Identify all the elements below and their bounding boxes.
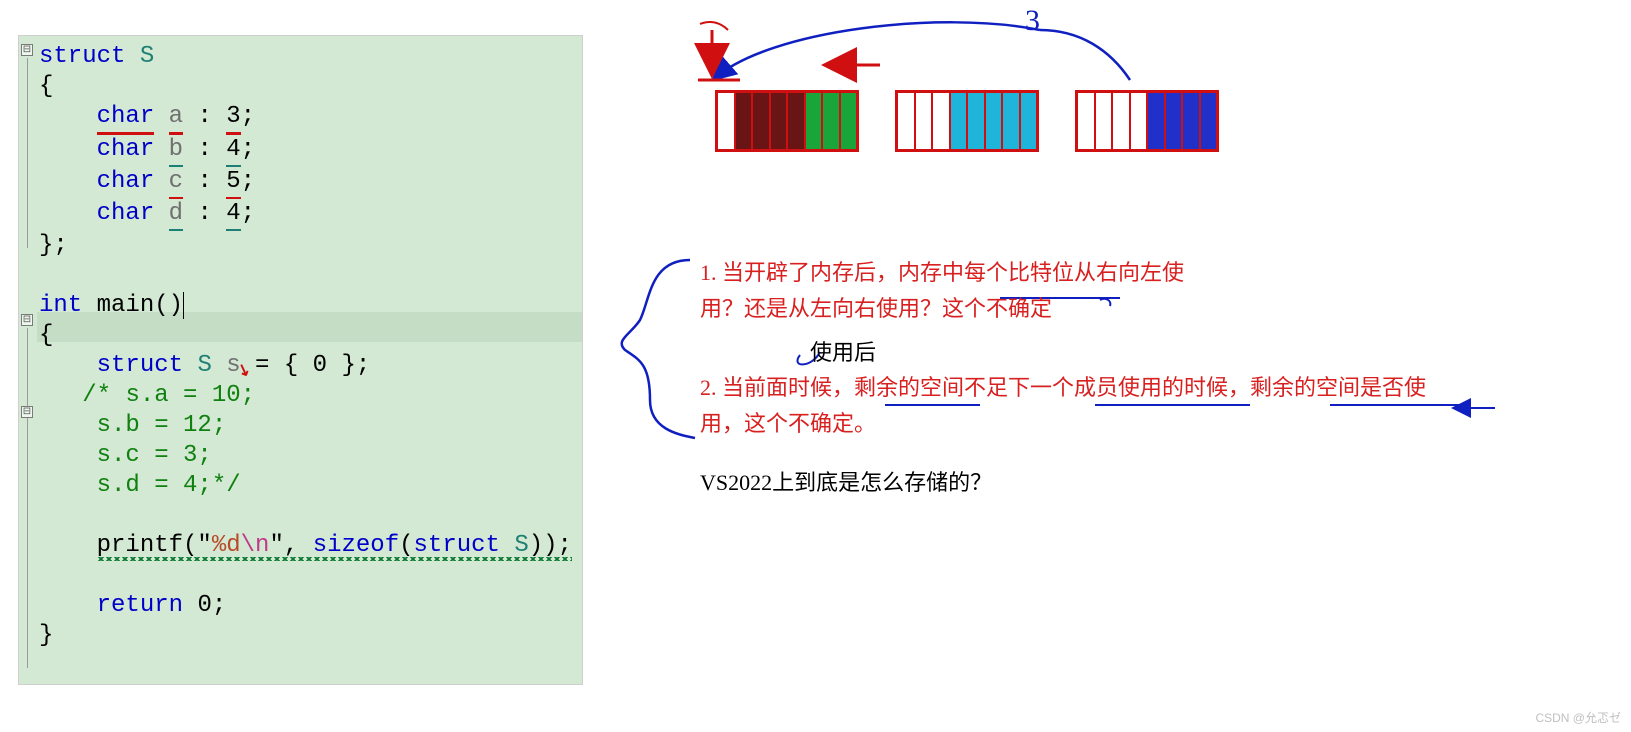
field-c: c [169,167,183,199]
bit-2-0 [1078,93,1096,149]
kw-char-b: char [97,136,155,163]
bit-0-3 [771,93,789,149]
bits-a: 3 [226,102,240,135]
fn-main: main [97,292,155,319]
fold-gutter: ⊟ ⊟ ⊟ [19,36,37,684]
sizeof-open: ( [399,532,413,559]
bits-d: 4 [226,199,240,231]
byte-2 [1075,90,1219,152]
field-a: a [169,102,183,135]
bit-2-6 [1183,93,1201,149]
note-2-line2: 用，这个不确定。 [700,411,876,436]
bit-1-3 [951,93,969,149]
fn-printf: printf [97,532,183,559]
bit-1-6 [1003,93,1021,149]
watermark: CSDN @允忑ゼ [1535,709,1621,726]
kw-return: return [97,592,183,619]
bit-1-7 [1021,93,1037,149]
field-d: d [169,199,183,231]
bit-1-1 [916,93,934,149]
kw-int: int [39,292,82,319]
bit-1-5 [986,93,1004,149]
bit-0-5 [806,93,824,149]
brace-close-main: } [39,622,53,649]
brace-open: { [39,73,53,100]
red-down-arrow-hook [700,22,728,30]
return-zero: 0 [197,592,211,619]
field-b: b [169,135,183,167]
byte-0 [715,90,859,152]
bit-2-1 [1096,93,1114,149]
bit-2-4 [1148,93,1166,149]
printf-open: (" [183,532,212,559]
blue-curly-brace [622,260,695,438]
bit-2-2 [1113,93,1131,149]
bit-0-2 [753,93,771,149]
note-2-line1: 2. 当前面时候，剩余的空间不足下一个成员使用的时候，剩余的空间是否使 [700,375,1426,400]
type-S-sizeof: S [514,532,528,559]
note-1-line2: 用？还是从左向右使用？这个不确定 [700,296,1052,321]
fold-line-1 [27,58,28,248]
bit-0-4 [788,93,806,149]
kw-struct-decl: struct [97,352,183,379]
bits-c: 5 [226,167,240,199]
note-1: 1. 当开辟了内存后，内存中每个比特位从右向左使 用？还是从左向右使用？这个不确… [700,255,1520,327]
note-1-line1: 1. 当开辟了内存后，内存中每个比特位从右向左使 [700,260,1184,285]
bit-0-7 [841,93,857,149]
text-cursor [183,292,184,319]
main-parens: () [154,292,183,319]
fmt-body: %d [212,532,241,559]
kw-char-a: char [97,102,155,135]
bits-b: 4 [226,135,240,167]
bit-2-5 [1166,93,1184,149]
type-S-decl: S [197,352,211,379]
fold-line-2 [27,328,28,668]
decl-init: = { 0 }; [241,352,371,379]
kw-struct-sizeof: struct [414,532,515,559]
kw-char-c: char [97,168,155,195]
bit-2-3 [1131,93,1149,149]
blue-curve-tail [1040,30,1130,80]
fold-toggle-main[interactable]: ⊟ [21,314,33,326]
struct-close: }; [39,232,68,259]
bit-0-0 [718,93,736,149]
comment-block: /* s.a = 10; s.b = 12; s.c = 3; s.d = 4;… [39,382,255,499]
fold-toggle-struct[interactable]: ⊟ [21,44,33,56]
fmt-esc: \n [241,532,270,559]
label-3: 3 [1025,4,1040,37]
middle-label: 使用后 [810,335,876,371]
question-text: VS2022上到底是怎么存储的？ [700,465,992,501]
printf-mid: ", [269,532,312,559]
bit-0-6 [823,93,841,149]
bit-1-0 [898,93,916,149]
kw-struct: struct [39,43,125,70]
kw-sizeof: sizeof [313,532,399,559]
bit-1-4 [968,93,986,149]
code-editor-panel: ⊟ ⊟ ⊟ struct S { char a : 3; char b : 4;… [18,35,583,685]
sizeof-close: )); [529,532,572,559]
type-S: S [140,43,154,70]
bit-1-2 [933,93,951,149]
byte-1 [895,90,1039,152]
bit-2-7 [1201,93,1217,149]
fold-toggle-comment[interactable]: ⊟ [21,406,33,418]
return-semi: ; [212,592,226,619]
code-content[interactable]: struct S { char a : 3; char b : 4; char … [39,42,572,651]
blue-curve-3-to-byte [715,22,1040,78]
kw-char-d: char [97,200,155,227]
note-2: 2. 当前面时候，剩余的空间不足下一个成员使用的时候，剩余的空间是否使 用，这个… [700,370,1600,442]
bit-0-1 [736,93,754,149]
brace-open-main: { [39,322,53,349]
